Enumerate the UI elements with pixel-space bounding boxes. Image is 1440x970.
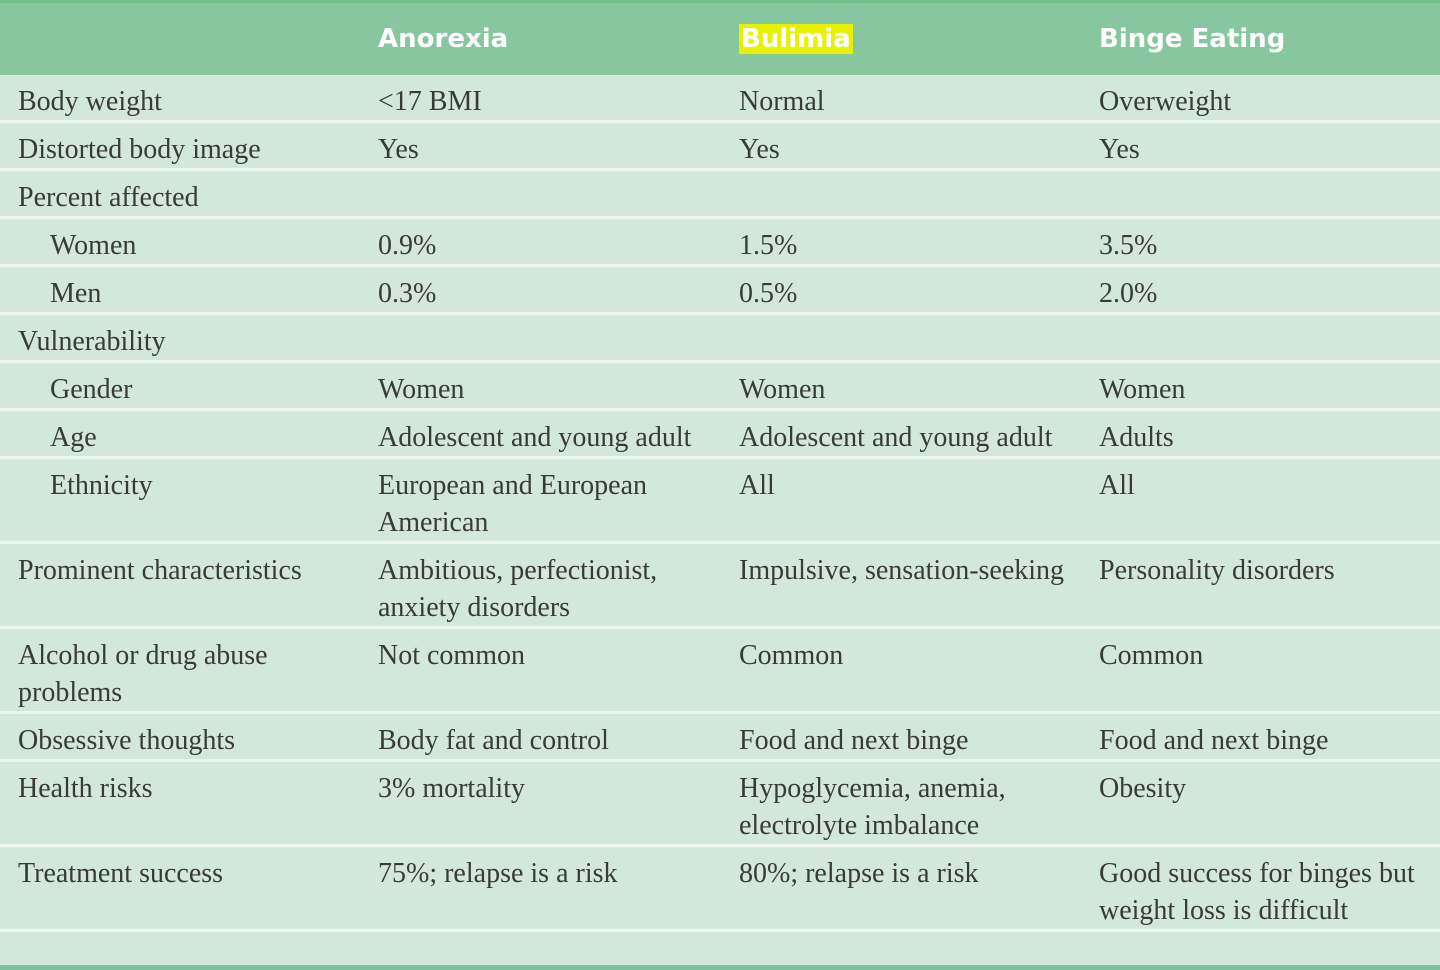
cell: All [721, 457, 1081, 544]
cell: 75%; relapse is a risk [360, 845, 721, 932]
cell: Good success for binges but weight loss … [1081, 845, 1440, 932]
cell: Adults [1081, 409, 1440, 459]
comparison-table: Anorexia Bulimia Binge Eating Body weight <… [0, 0, 1440, 932]
cell: European and European American [360, 457, 721, 544]
cell: Yes [721, 121, 1081, 171]
sub-row: Men 0.3% 0.5% 2.0% [0, 265, 1440, 315]
column-header: Bulimia [721, 0, 1081, 75]
column-header: Anorexia [360, 0, 721, 75]
cell: Common [721, 627, 1081, 714]
row: Alcohol or drug abuse problems Not common… [0, 627, 1440, 714]
row: Health risks 3% mortality Hypoglycemia, an… [0, 760, 1440, 847]
row: Vulnerability [0, 313, 1440, 363]
empty-cell [360, 169, 1440, 219]
row-label: Body weight [0, 75, 360, 123]
row-label: Prominent characteristics [0, 542, 360, 629]
row-label: Obsessive thoughts [0, 712, 360, 762]
row: Body weight <17 BMI Normal Overweight [0, 75, 1440, 123]
row-label: Ethnicity [0, 457, 360, 544]
row: Percent affected [0, 169, 1440, 219]
empty-cell [360, 313, 1440, 363]
row-label: Men [0, 265, 360, 315]
cell: 0.5% [721, 265, 1081, 315]
cell: Normal [721, 75, 1081, 123]
cell: Adolescent and young adult [721, 409, 1081, 459]
cell: Common [1081, 627, 1440, 714]
cell: Impulsive, sensation-seeking [721, 542, 1081, 629]
row-label: Percent affected [0, 169, 360, 219]
sub-row: Ethnicity European and European American A… [0, 457, 1440, 544]
cell: Food and next binge [721, 712, 1081, 762]
row-label: Vulnerability [0, 313, 360, 363]
row-label: Treatment success [0, 845, 360, 932]
cell: Overweight [1081, 75, 1440, 123]
row: Obsessive thoughts Body fat and control Fo… [0, 712, 1440, 762]
cell: Yes [1081, 121, 1440, 171]
cell: Adolescent and young adult [360, 409, 721, 459]
cell: 0.9% [360, 217, 721, 267]
cell: Women [721, 361, 1081, 411]
cell: Yes [360, 121, 721, 171]
table-body: Body weight <17 BMI Normal Overweight Distor… [0, 75, 1440, 932]
column-header: Binge Eating [1081, 0, 1440, 75]
cell: All [1081, 457, 1440, 544]
cell: 1.5% [721, 217, 1081, 267]
sub-row: Gender Women Women Women [0, 361, 1440, 411]
cell: Ambitious, perfectionist, anxiety disord… [360, 542, 721, 629]
column-header-text: Binge Eating [1099, 24, 1286, 54]
cell: Women [1081, 361, 1440, 411]
row: Distorted body image Yes Yes Yes [0, 121, 1440, 171]
cell: Women [360, 361, 721, 411]
sub-row: Women 0.9% 1.5% 3.5% [0, 217, 1440, 267]
header-row: Anorexia Bulimia Binge Eating [0, 0, 1440, 75]
cell: 3.5% [1081, 217, 1440, 267]
cell: Obesity [1081, 760, 1440, 847]
cell: Personality disorders [1081, 542, 1440, 629]
cell: 0.3% [360, 265, 721, 315]
row-label: Alcohol or drug abuse problems [0, 627, 360, 714]
row: Treatment success 75%; relapse is a risk 8… [0, 845, 1440, 932]
cell: <17 BMI [360, 75, 721, 123]
cell: 2.0% [1081, 265, 1440, 315]
cell: Hypoglycemia, anemia, electrolyte imbala… [721, 760, 1081, 847]
sub-row: Age Adolescent and young adult Adolescent … [0, 409, 1440, 459]
column-header-text: Anorexia [378, 24, 509, 54]
cell: Body fat and control [360, 712, 721, 762]
cell: Food and next binge [1081, 712, 1440, 762]
cell: 3% mortality [360, 760, 721, 847]
cell: Not common [360, 627, 721, 714]
row: Prominent characteristics Ambitious, perf… [0, 542, 1440, 629]
row-label: Gender [0, 361, 360, 411]
column-header-text: Bulimia [739, 24, 853, 54]
row-label: Women [0, 217, 360, 267]
row-label: Distorted body image [0, 121, 360, 171]
row-label: Health risks [0, 760, 360, 847]
header-corner [0, 0, 360, 75]
cell: 80%; relapse is a risk [721, 845, 1081, 932]
row-label: Age [0, 409, 360, 459]
